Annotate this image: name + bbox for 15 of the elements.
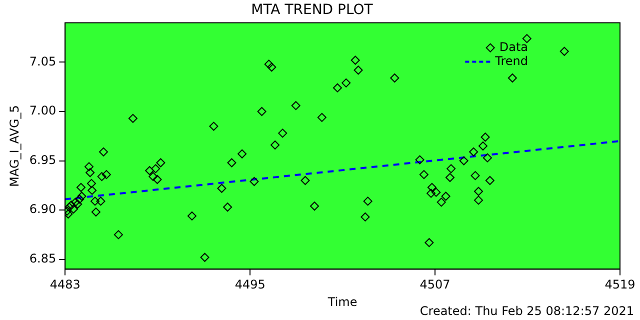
legend-label: Trend xyxy=(494,54,528,68)
y-tick-label: 6.95 xyxy=(29,152,56,167)
y-axis-title: MAG_I_AVG_5 xyxy=(7,105,22,187)
chart-title: MTA TREND PLOT xyxy=(251,2,374,18)
text: Created: Thu Feb 25 08:12:57 2021 xyxy=(420,304,634,318)
x-tick-label: 4495 xyxy=(234,278,266,292)
y-tick-label: 7.00 xyxy=(29,104,56,118)
y-tick-label: 6.85 xyxy=(29,251,56,266)
x-axis-title: Time xyxy=(326,294,358,309)
legend-label: Data xyxy=(499,40,528,54)
x-tick-label: 4483 xyxy=(50,278,80,292)
y-tick-label: 7.05 xyxy=(29,54,56,68)
x-tick-label: 4519 xyxy=(604,278,636,292)
x-tick-label: 4507 xyxy=(420,278,450,292)
y-tick-label: 6.90 xyxy=(29,202,56,216)
